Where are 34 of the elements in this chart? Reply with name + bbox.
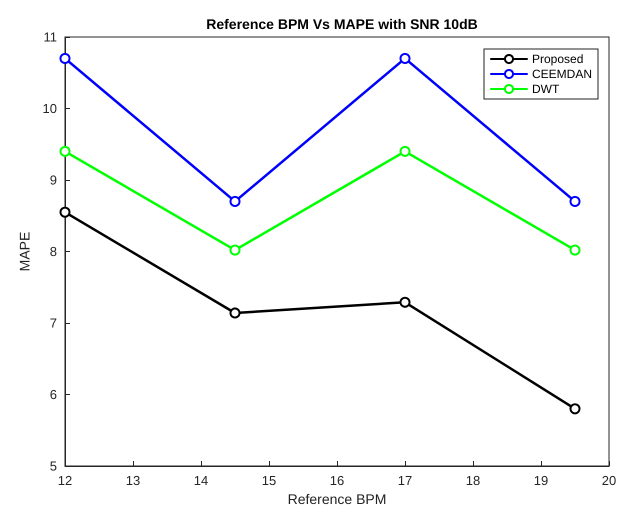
x-tick-label: 14 — [194, 473, 208, 488]
legend-label: CEEMDAN — [532, 67, 592, 81]
legend-label: DWT — [532, 82, 560, 96]
point — [230, 307, 240, 318]
x-tick-label: 12 — [58, 473, 72, 488]
y-tick-label: 8 — [50, 244, 57, 259]
y-tick-label: 5 — [50, 458, 57, 474]
point — [400, 52, 410, 64]
point — [230, 244, 240, 256]
point — [60, 52, 70, 64]
x-tick-label: 13 — [126, 473, 140, 488]
y-tick-label: 6 — [50, 387, 57, 402]
legend-label: Proposed — [532, 52, 584, 66]
y-tick-label: 11 — [44, 30, 57, 44]
point — [570, 403, 580, 414]
x-tick-label: 19 — [534, 473, 548, 488]
point — [570, 244, 580, 256]
point — [400, 146, 410, 157]
x-tick-label: 18 — [466, 473, 480, 488]
x-tick-label: 16 — [330, 473, 344, 488]
point — [60, 146, 70, 157]
point — [570, 196, 580, 207]
x-tick-label: 15 — [262, 473, 276, 488]
y-tick-label: 7 — [50, 316, 57, 330]
y-tick-label: 9 — [50, 172, 57, 188]
chart-title: Reference BPM Vs MAPE with SNR 10dB — [206, 16, 478, 32]
y-axis-title: MAPE — [16, 232, 33, 272]
x-axis-title: Reference BPM — [288, 490, 386, 507]
point — [60, 206, 70, 218]
x-tick-label: 17 — [398, 473, 412, 488]
point — [230, 196, 240, 207]
x-tick-label: 20 — [602, 473, 616, 488]
point — [400, 296, 410, 308]
y-tick-label: 10 — [42, 101, 57, 116]
